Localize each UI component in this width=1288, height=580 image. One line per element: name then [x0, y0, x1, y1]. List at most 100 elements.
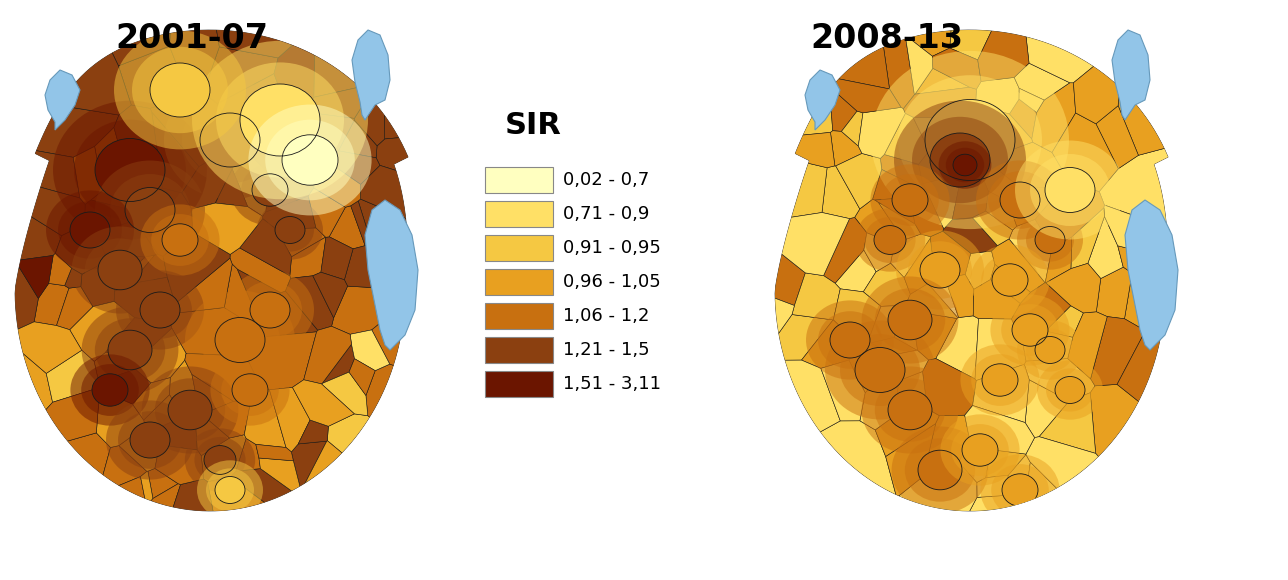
- Polygon shape: [292, 380, 354, 426]
- Polygon shape: [327, 414, 452, 524]
- Polygon shape: [904, 238, 935, 294]
- Polygon shape: [313, 272, 348, 318]
- Ellipse shape: [155, 378, 225, 442]
- Polygon shape: [0, 90, 118, 157]
- Polygon shape: [775, 30, 1168, 511]
- Ellipse shape: [140, 204, 219, 276]
- Ellipse shape: [130, 422, 170, 458]
- Polygon shape: [307, 112, 354, 161]
- Ellipse shape: [898, 75, 1042, 205]
- Ellipse shape: [109, 174, 191, 246]
- Polygon shape: [805, 70, 840, 130]
- Ellipse shape: [818, 311, 882, 369]
- Polygon shape: [1088, 216, 1123, 278]
- Polygon shape: [376, 129, 496, 201]
- Polygon shape: [918, 151, 947, 184]
- Polygon shape: [152, 417, 197, 450]
- Polygon shape: [97, 390, 146, 448]
- Polygon shape: [135, 328, 185, 383]
- Polygon shape: [269, 387, 310, 452]
- FancyBboxPatch shape: [486, 371, 553, 397]
- Polygon shape: [890, 234, 930, 278]
- Polygon shape: [314, 0, 422, 97]
- Polygon shape: [760, 314, 833, 360]
- Polygon shape: [46, 350, 99, 403]
- Polygon shape: [0, 136, 80, 198]
- Polygon shape: [869, 462, 976, 580]
- Ellipse shape: [58, 201, 122, 259]
- Polygon shape: [1027, 437, 1170, 572]
- Polygon shape: [263, 196, 316, 230]
- Polygon shape: [207, 477, 344, 580]
- Polygon shape: [231, 141, 269, 216]
- Ellipse shape: [976, 161, 1064, 240]
- Polygon shape: [696, 360, 840, 483]
- Polygon shape: [903, 87, 976, 118]
- Ellipse shape: [249, 104, 372, 215]
- Polygon shape: [103, 253, 146, 287]
- Polygon shape: [106, 318, 171, 356]
- Ellipse shape: [258, 200, 323, 260]
- Ellipse shape: [912, 117, 1009, 203]
- Polygon shape: [198, 0, 354, 58]
- Ellipse shape: [194, 437, 246, 483]
- Polygon shape: [68, 0, 183, 66]
- Polygon shape: [822, 166, 860, 219]
- Polygon shape: [864, 233, 894, 271]
- Ellipse shape: [930, 133, 990, 187]
- Ellipse shape: [990, 295, 1069, 365]
- Polygon shape: [945, 274, 974, 317]
- Ellipse shape: [945, 148, 984, 182]
- Polygon shape: [265, 173, 314, 212]
- Polygon shape: [299, 420, 328, 444]
- Polygon shape: [115, 255, 155, 291]
- Ellipse shape: [862, 367, 958, 454]
- Polygon shape: [57, 287, 93, 329]
- FancyBboxPatch shape: [486, 269, 553, 295]
- Polygon shape: [896, 371, 927, 415]
- Ellipse shape: [904, 438, 975, 502]
- Ellipse shape: [971, 354, 1029, 406]
- Ellipse shape: [222, 364, 278, 416]
- Polygon shape: [913, 117, 953, 151]
- Polygon shape: [301, 441, 428, 580]
- Ellipse shape: [1036, 336, 1065, 364]
- Ellipse shape: [46, 190, 134, 270]
- Polygon shape: [384, 23, 491, 139]
- Polygon shape: [98, 369, 151, 404]
- Ellipse shape: [871, 51, 1069, 229]
- Polygon shape: [823, 75, 902, 113]
- Polygon shape: [1009, 219, 1052, 282]
- Ellipse shape: [185, 291, 295, 390]
- Polygon shape: [326, 151, 380, 184]
- Polygon shape: [229, 94, 295, 138]
- Polygon shape: [290, 237, 326, 278]
- Polygon shape: [1039, 393, 1096, 454]
- FancyBboxPatch shape: [486, 303, 553, 329]
- Ellipse shape: [238, 281, 301, 339]
- Ellipse shape: [85, 238, 155, 302]
- Polygon shape: [0, 161, 85, 235]
- Polygon shape: [350, 330, 390, 371]
- Polygon shape: [885, 113, 929, 164]
- Polygon shape: [184, 353, 261, 401]
- Polygon shape: [905, 284, 958, 318]
- Ellipse shape: [210, 354, 290, 426]
- Polygon shape: [1011, 282, 1070, 342]
- Polygon shape: [94, 128, 130, 191]
- Polygon shape: [1117, 321, 1258, 467]
- Polygon shape: [130, 254, 167, 284]
- Polygon shape: [1032, 83, 1075, 153]
- Polygon shape: [868, 306, 903, 343]
- Ellipse shape: [232, 374, 268, 406]
- Ellipse shape: [182, 97, 278, 183]
- Text: 0,71 - 0,9: 0,71 - 0,9: [563, 205, 649, 223]
- Ellipse shape: [91, 374, 128, 406]
- Polygon shape: [151, 93, 237, 166]
- Polygon shape: [952, 173, 988, 219]
- Polygon shape: [975, 318, 1027, 380]
- Ellipse shape: [250, 292, 290, 328]
- Polygon shape: [224, 264, 256, 324]
- Ellipse shape: [241, 164, 299, 216]
- Polygon shape: [135, 188, 193, 256]
